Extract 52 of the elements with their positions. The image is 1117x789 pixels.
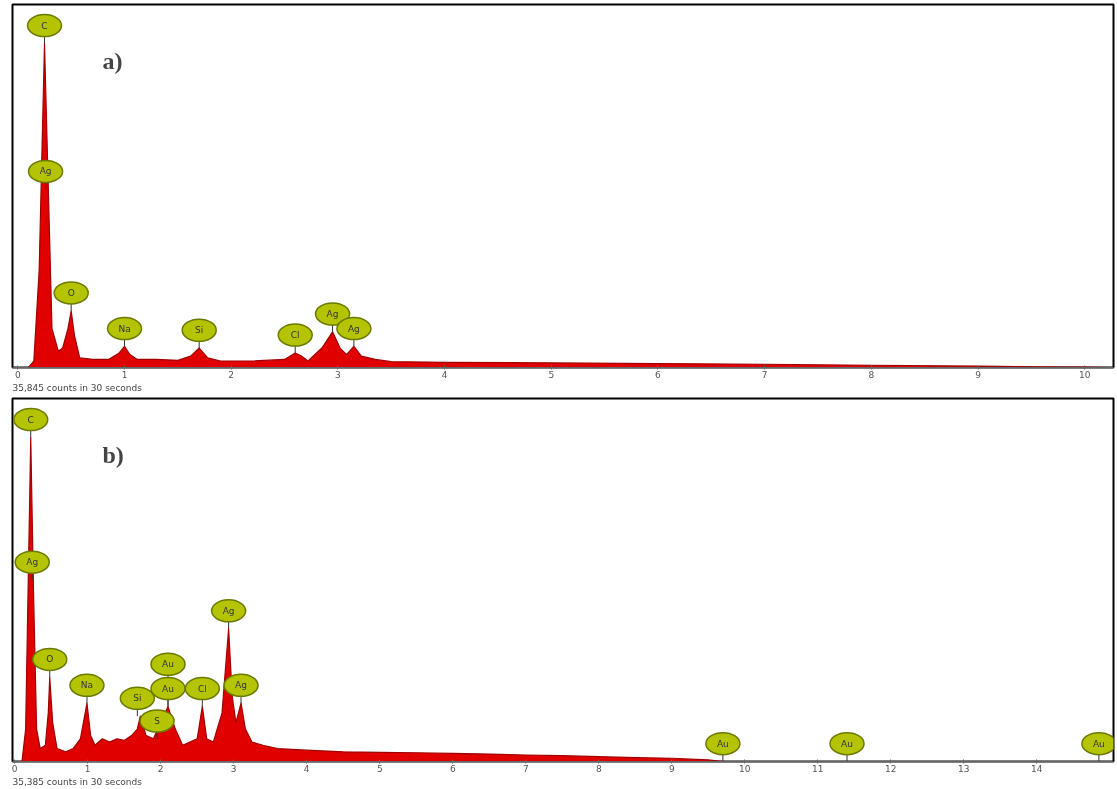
x-tick-label: 5: [548, 369, 555, 380]
annotation: Au: [716, 738, 729, 749]
annotation: Cl: [197, 683, 207, 694]
text: 35,845 counts in 30 seconds: [12, 382, 143, 393]
annotation: Au: [1092, 738, 1105, 749]
annotation: Na: [118, 323, 131, 334]
annotation: O: [46, 654, 54, 665]
x-tick-label: 2: [228, 369, 235, 380]
x-tick-label: 7: [522, 763, 529, 774]
chart-title: a): [102, 47, 123, 74]
x-tick-label: 7: [761, 369, 768, 380]
annotation: Cl: [290, 330, 300, 341]
x-tick-label: 2: [157, 763, 164, 774]
x-tick-label: 1: [84, 763, 91, 774]
x-tick-label: 11: [812, 763, 824, 774]
annotation: Ag: [26, 557, 39, 568]
x-tick-label: 4: [303, 763, 310, 774]
annotation: Ag: [326, 309, 339, 320]
x-tick-label: 3: [335, 369, 341, 380]
x-tick-label: 14: [1031, 763, 1043, 774]
annotation: Si: [195, 325, 204, 336]
annotation: Na: [80, 680, 94, 691]
annotation: Si: [133, 693, 142, 704]
annotation: C: [27, 414, 34, 425]
annotation: C: [41, 20, 48, 31]
x-tick-label: 0: [11, 763, 18, 774]
annotation: Ag: [222, 605, 235, 616]
annotation: Ag: [235, 680, 247, 691]
annotation: Au: [162, 683, 174, 694]
x-tick-label: 1: [121, 369, 128, 380]
annotation: Ag: [39, 166, 52, 177]
annotation: Ag: [347, 323, 360, 334]
x-tick-label: 10: [1078, 369, 1091, 380]
annotation: Au: [841, 738, 853, 749]
x-tick-label: 12: [885, 763, 897, 774]
x-tick-label: 13: [958, 763, 970, 774]
x-tick-label: 8: [868, 369, 875, 380]
x-tick-label: 9: [668, 763, 675, 774]
annotation: O: [67, 287, 75, 298]
chart-title: b): [102, 441, 124, 468]
x-tick-label: 6: [449, 763, 456, 774]
x-tick-label: 10: [739, 763, 751, 774]
x-tick-label: 9: [975, 369, 982, 380]
text: 35,385 counts in 30 seconds: [12, 776, 143, 787]
x-tick-label: 5: [376, 763, 383, 774]
annotation: Au: [162, 659, 174, 670]
x-tick-label: 8: [595, 763, 602, 774]
annotation: S: [154, 715, 161, 726]
x-tick-label: 0: [14, 369, 21, 380]
x-tick-label: 6: [655, 369, 662, 380]
x-tick-label: 3: [230, 763, 237, 774]
x-tick-label: 4: [441, 369, 448, 380]
